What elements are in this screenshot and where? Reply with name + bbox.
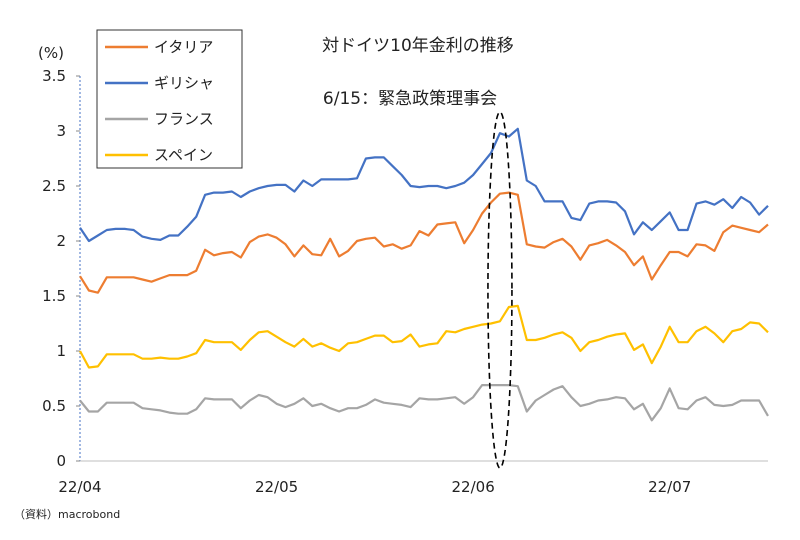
series-lines bbox=[79, 127, 769, 422]
legend-box bbox=[96, 29, 243, 169]
legend-label-2: ギリシャ bbox=[154, 74, 214, 92]
series-line-2 bbox=[79, 127, 769, 243]
series-line-1 bbox=[79, 191, 769, 294]
x-tick-label: 22/06 bbox=[452, 478, 495, 496]
legend-label-1: イタリア bbox=[154, 38, 213, 56]
annotation-ellipse bbox=[487, 111, 513, 469]
y-tick-label: 0 bbox=[56, 452, 66, 470]
y-tick-label: 0.5 bbox=[42, 397, 66, 415]
y-tick-label: 1.5 bbox=[42, 287, 66, 305]
y-axis: 0 0.5 1 1.5 2 2.5 3 3.5 bbox=[42, 67, 81, 470]
source-note: （資料）macrobond bbox=[14, 507, 120, 521]
y-tick-label: 1 bbox=[56, 342, 66, 360]
x-tick-label: 22/07 bbox=[648, 478, 691, 496]
series-line-3 bbox=[79, 384, 769, 422]
annotation: 6/15：緊急政策理事会 bbox=[323, 89, 513, 469]
y-tick-label: 3 bbox=[56, 122, 66, 140]
x-tick-label: 22/05 bbox=[255, 478, 298, 496]
y-tick-label: 3.5 bbox=[42, 67, 66, 85]
x-axis: 22/04 22/05 22/06 22/07 bbox=[58, 460, 768, 496]
y-tick-label: 2 bbox=[56, 232, 66, 250]
x-tick-label: 22/04 bbox=[58, 478, 101, 496]
y-axis-label: (%) bbox=[38, 44, 64, 62]
legend-label-3: フランス bbox=[154, 110, 214, 128]
annotation-label: 6/15：緊急政策理事会 bbox=[323, 89, 497, 109]
y-tick-label: 2.5 bbox=[42, 177, 66, 195]
legend-label-4: スペイン bbox=[154, 146, 213, 164]
chart-title: 対ドイツ10年金利の推移 bbox=[322, 36, 514, 56]
series-line-4 bbox=[79, 304, 769, 369]
